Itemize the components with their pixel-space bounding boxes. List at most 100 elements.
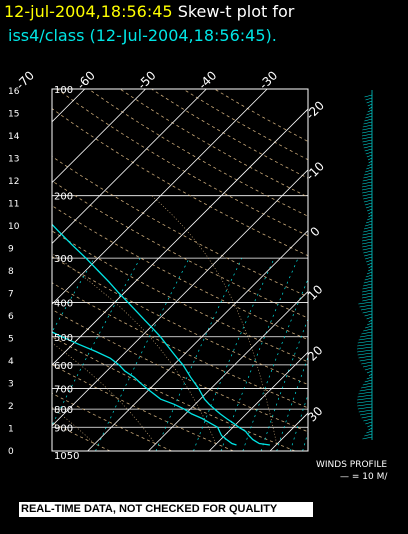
- pressure-label: 800: [54, 405, 73, 416]
- wind-barb: [361, 415, 373, 419]
- wind-barb: [362, 232, 373, 236]
- mixing-ratio-line: [155, 257, 243, 451]
- wind-barb: [366, 271, 373, 275]
- plot-title: Skew-t plot for: [177, 2, 295, 21]
- wind-barb: [363, 226, 373, 230]
- isotherm-line: [208, 351, 308, 451]
- height-label: 12: [8, 177, 19, 187]
- pressure-label: 200: [54, 192, 73, 203]
- wind-barb: [358, 301, 373, 305]
- height-label: 8: [8, 267, 14, 277]
- wind-barb: [365, 274, 373, 278]
- dry-adiabat-line: [52, 422, 111, 451]
- wind-barb: [367, 217, 373, 221]
- wind-barb: [364, 313, 373, 317]
- height-label: 3: [8, 380, 14, 390]
- wind-barb: [364, 148, 373, 152]
- height-label: 5: [8, 335, 14, 345]
- mixing-ratio-line: [242, 278, 308, 451]
- wind-barb: [359, 304, 373, 308]
- wind-barb: [368, 214, 373, 218]
- wind-barb: [367, 322, 373, 326]
- plot-subtitle: iss4/class (12-Jul-2004,18:56:45).: [8, 26, 277, 45]
- wind-barb: [364, 202, 373, 206]
- right-temp-label: 0: [308, 224, 323, 239]
- top-temp-label: -30: [256, 68, 280, 92]
- wind-barb: [365, 220, 373, 224]
- wind-barb: [364, 94, 373, 98]
- wind-barb: [358, 409, 373, 413]
- pressure-label: 1050: [54, 451, 79, 462]
- wind-barb: [365, 151, 373, 155]
- wind-barb: [366, 370, 373, 374]
- moist-adiabat-line: [398, 196, 408, 444]
- moist-adiabat-line: [52, 253, 217, 444]
- wind-barb: [364, 379, 373, 383]
- wind-barb: [366, 316, 373, 320]
- wind-barb: [366, 259, 373, 263]
- pressure-label: 100: [54, 85, 73, 96]
- wind-barb: [358, 355, 373, 359]
- wind-barb: [356, 400, 373, 404]
- plot-frame: [51, 88, 309, 452]
- top-temp-label: -60: [74, 68, 98, 92]
- wind-barb: [362, 124, 373, 128]
- moist-adiabat-line: [52, 342, 156, 444]
- dry-adiabat-line: [52, 256, 308, 386]
- pressure-label: 700: [54, 385, 73, 396]
- wind-barb: [362, 298, 373, 302]
- height-label: 10: [8, 222, 20, 232]
- wind-barb: [366, 154, 373, 158]
- temperature-curve: [52, 223, 270, 446]
- wind-barb: [361, 133, 373, 137]
- height-label: 6: [8, 312, 14, 322]
- wind-barb: [363, 199, 373, 203]
- isotherm-line: [52, 169, 308, 427]
- wind-barb: [362, 181, 373, 185]
- wind-barb: [362, 382, 373, 386]
- wind-barb: [368, 211, 373, 215]
- height-label: 15: [8, 110, 19, 120]
- dry-adiabat-line: [52, 180, 308, 319]
- wind-barb: [368, 265, 373, 269]
- wind-barb: [368, 106, 373, 110]
- mixing-ratio-line: [0, 258, 38, 451]
- wind-barb: [357, 397, 373, 401]
- wind-barb: [363, 280, 373, 284]
- top-temp-label: -40: [196, 68, 220, 92]
- dry-adiabat-line: [52, 308, 308, 433]
- dry-adiabat-line: [52, 230, 308, 363]
- wind-barb: [363, 229, 373, 233]
- wind-barb: [363, 283, 373, 287]
- wind-barb: [357, 343, 373, 347]
- wind-barb: [366, 100, 373, 104]
- wind-barb: [364, 172, 373, 176]
- wind-barb: [357, 406, 373, 410]
- winds-scale-label: — = 10 M/: [340, 472, 388, 482]
- wind-barb: [367, 163, 373, 167]
- wind-barb: [361, 241, 373, 245]
- right-temp-label: -10: [303, 159, 327, 183]
- wind-barb: [362, 289, 373, 293]
- wind-barb: [362, 190, 373, 194]
- wind-barb: [363, 250, 373, 254]
- height-label: 9: [8, 245, 14, 255]
- wind-barb: [362, 247, 373, 251]
- right-temp-label: -20: [303, 98, 327, 122]
- wind-barb: [362, 310, 373, 314]
- height-label: 14: [8, 132, 20, 142]
- dry-adiabat-line: [52, 205, 308, 341]
- height-label: 11: [8, 200, 19, 210]
- height-label: 7: [8, 290, 14, 300]
- dry-adiabat-line: [52, 364, 234, 451]
- wind-barb: [365, 256, 373, 260]
- moist-adiabat-line: [52, 406, 95, 444]
- wind-barb: [368, 319, 373, 323]
- wind-barb: [367, 103, 373, 107]
- mixing-ratio-line: [220, 257, 299, 451]
- isotherm-line: [52, 89, 207, 244]
- wind-barb: [365, 421, 373, 425]
- wind-barb: [363, 145, 373, 149]
- wind-barb: [361, 187, 373, 191]
- height-label: 13: [8, 155, 19, 165]
